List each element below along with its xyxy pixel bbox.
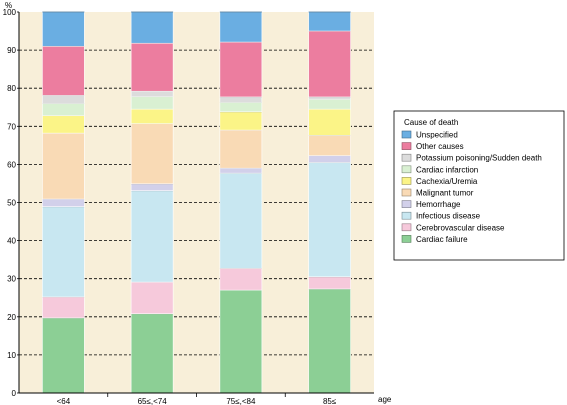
legend-label: Unspecified [416,131,458,140]
bar-segment [130,123,174,185]
y-tick-label: 10 [7,351,16,360]
bar-segment [42,206,85,298]
legend-label: Cerebrovascular disease [416,223,505,232]
bar-segment [42,132,85,200]
y-tick-label: 50 [7,199,16,208]
bar-segment [219,129,263,169]
legend-swatch [401,200,412,208]
y-axis-ticks: 0 10 20 30 40 50 60 70 80 90 100 [3,8,19,398]
bar-segment [130,42,174,92]
x-tick-label: 75≤,<84 [226,397,256,405]
bar-segment [42,115,85,134]
bar-segment [308,162,351,278]
legend-label: Cachexia/Uremia [416,177,478,186]
y-tick-label: 30 [7,275,16,284]
y-tick-label: 20 [7,313,16,322]
legend-label: Potassium poisoning/Sudden death [416,154,542,163]
bar-segment [130,190,174,283]
bar-segment [308,155,351,163]
legend-swatch [401,165,412,174]
bar-stack [219,11,263,394]
bar-segment [308,288,351,394]
legend-swatch [401,235,412,243]
bar-segment [130,183,174,191]
bar-segment [130,108,174,124]
x-tick-label: <64 [57,397,71,405]
legend-label: Hemorrhage [416,200,461,209]
y-tick-label: 90 [7,46,16,55]
bar-stack [308,11,351,394]
bar-segment [42,95,85,104]
bar-segment [219,167,263,174]
x-axis-label: age [378,395,392,404]
legend-swatch [401,223,412,232]
y-tick-label: 40 [7,237,16,246]
x-tick-label: 85≤ [323,397,337,405]
bar-segment [42,103,85,116]
y-tick-label: 80 [7,84,16,93]
x-axis-ticks: <64 65≤,<74 75≤,<84 85≤ [57,393,337,405]
bar-segment [130,11,174,44]
legend-label: Other causes [416,142,464,151]
bar-segment [130,96,174,110]
bar-segment [42,45,85,96]
bar-segment [42,317,85,394]
y-axis-label: % [5,1,12,10]
bar-segment [308,135,351,156]
bar-segment [219,289,263,394]
bar-segment [219,268,263,291]
y-tick-label: 70 [7,122,16,131]
legend-title: Cause of death [404,118,458,127]
legend-label: Infectious disease [416,212,481,221]
x-tick-label: 65≤,<74 [138,397,168,405]
legend: Cause of death Unspecified Other causes Po… [393,110,565,261]
bar-segment [42,198,85,207]
legend-items: Unspecified Other causes Potassium poisoni… [401,130,542,244]
bar-segment [42,11,85,47]
legend-label: Cardiac infarction [416,165,478,174]
legend-swatch [401,153,412,162]
bar-segment [130,90,174,97]
bar-segment [308,98,351,110]
legend-box [393,110,565,261]
bar-segment [130,313,174,394]
bar-segment [308,30,351,98]
bar-segment [219,111,263,131]
bar-segment [219,101,263,113]
bar-stack [130,11,174,394]
legend-swatch [401,211,412,220]
bar-segment [308,276,351,290]
y-tick-label: 0 [12,389,17,398]
bar-segment [308,108,351,136]
bar-segment [130,281,174,315]
legend-swatch [401,177,412,185]
legend-swatch [401,130,412,139]
bar-segment [42,296,85,319]
legend-label: Cardiac failure [416,235,468,244]
bar-segment [219,172,263,269]
y-tick-label: 60 [7,160,16,169]
bar-stack [42,11,85,394]
bar-segment [308,11,351,32]
legend-label: Malignant tumor [416,189,474,198]
bar-stacks [42,11,351,394]
bar-segment [219,11,263,43]
legend-swatch [401,142,412,150]
legend-swatch [401,188,412,197]
bar-segment [219,41,263,98]
y-tick-label: 100 [3,8,17,17]
bar-segment [219,96,263,103]
